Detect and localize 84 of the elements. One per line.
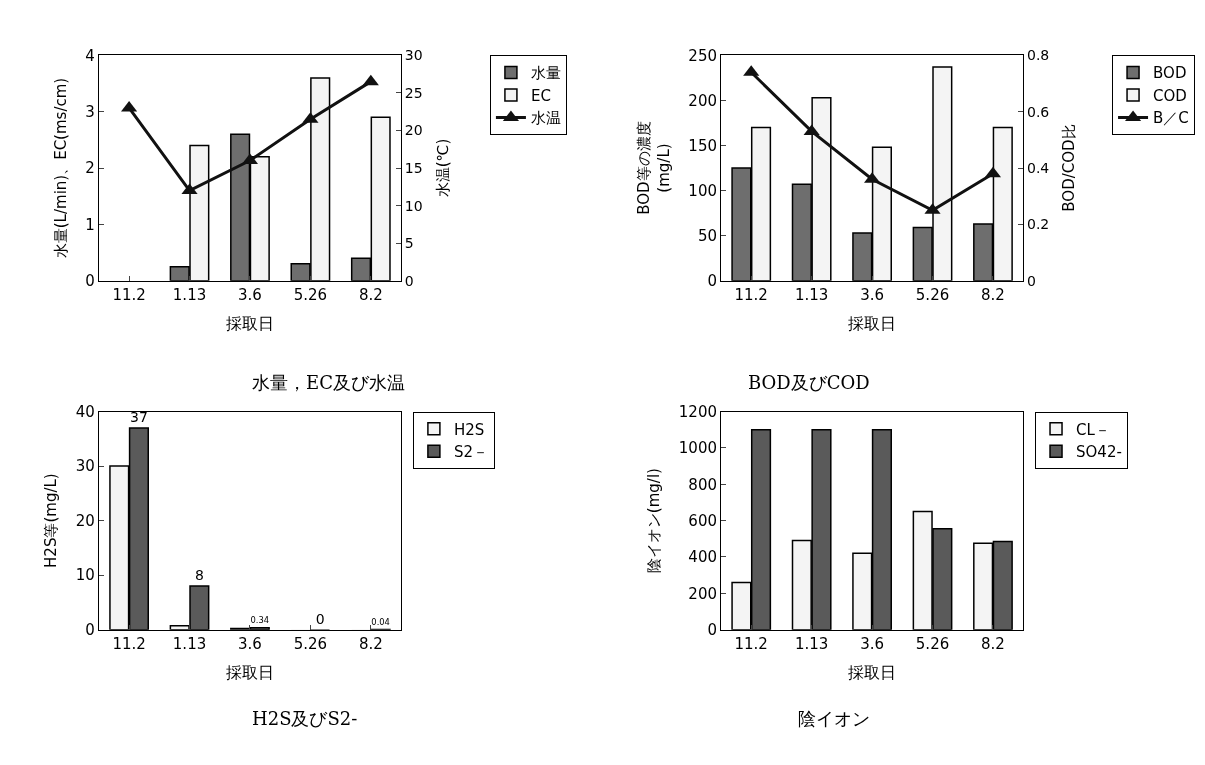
y2-tick-label: 15 xyxy=(404,159,423,176)
y-tick-label: 100 xyxy=(688,181,717,200)
y-tick-label: 50 xyxy=(697,226,717,245)
y-tick-label: 1000 xyxy=(678,439,717,458)
y2-tick-label: 25 xyxy=(404,84,423,101)
y-tick-label: 0 xyxy=(85,620,95,639)
x-tick-label: 1.13 xyxy=(794,285,829,304)
legend-label: COD xyxy=(1153,86,1187,105)
x-tick-label: 1.13 xyxy=(172,634,207,653)
y2-tick-label: 30 xyxy=(404,47,423,64)
x-tick-label: 5.26 xyxy=(915,634,950,653)
legend-label: SO42- xyxy=(1076,443,1122,462)
legend-label: 水量 xyxy=(530,64,561,83)
x-axis-title: 採取日 xyxy=(225,314,274,334)
text: 陰イオン xyxy=(798,708,870,729)
x-tick-label: 3.6 xyxy=(860,285,885,304)
text: 水量，EC及び水温 xyxy=(252,372,405,393)
y-tick-label: 4 xyxy=(85,46,95,65)
y-tick-label: 600 xyxy=(688,511,717,530)
legend-label: 水温 xyxy=(530,109,561,128)
y-tick-label: 0 xyxy=(85,271,95,290)
text: BOD及びCOD xyxy=(748,372,870,393)
y-axis-title: BOD等の濃度 (mg/L) xyxy=(635,121,673,215)
y2-tick-label: 0 xyxy=(404,272,414,289)
x-tick-label: 8.2 xyxy=(358,285,383,304)
text: H2S及びS2- xyxy=(252,708,358,729)
x-axis-title: 採取日 xyxy=(848,314,897,334)
x-tick-label: 11.2 xyxy=(734,634,768,653)
legend-label: B／C xyxy=(1153,109,1189,128)
y-axis-title: 陰イオン(mg/l) xyxy=(645,468,664,574)
y-tick-label: 20 xyxy=(75,511,95,530)
x-tick-label: 1.13 xyxy=(794,634,829,653)
x-tick-label: 3.6 xyxy=(238,634,262,653)
y-tick-label: 0 xyxy=(707,620,717,639)
y-axis-title: H2S等(mg/L) xyxy=(42,473,61,568)
legend-label: EC xyxy=(530,86,551,105)
data-label: 37 xyxy=(130,408,148,425)
y-tick-label: 40 xyxy=(75,402,95,421)
data-label: 0 xyxy=(315,610,325,627)
y2-tick-label: 20 xyxy=(404,122,423,139)
y-tick-label: 150 xyxy=(688,136,717,155)
x-tick-label: 5.26 xyxy=(293,285,328,304)
y2-tick-label: 0.8 xyxy=(1026,47,1050,64)
legend-label: CL－ xyxy=(1076,420,1110,439)
x-tick-label: 5.26 xyxy=(915,285,950,304)
x-tick-label: 3.6 xyxy=(860,634,885,653)
y-axis-title: 水量(L/min)、EC(ms/cm) xyxy=(51,77,70,259)
x-tick-label: 11.2 xyxy=(112,285,146,304)
y2-tick-label: 0.6 xyxy=(1026,103,1050,120)
y2-axis-title: 水温(℃) xyxy=(433,138,452,198)
x-axis-title: 採取日 xyxy=(848,663,897,683)
x-tick-label: 8.2 xyxy=(981,634,1005,653)
data-label: 0.04 xyxy=(371,616,390,627)
y-tick-label: 1200 xyxy=(678,402,717,421)
x-tick-label: 1.13 xyxy=(172,285,207,304)
legend-label: H2S xyxy=(453,420,485,439)
y2-tick-label: 0 xyxy=(1026,272,1036,289)
y-tick-label: 800 xyxy=(688,475,717,494)
y2-tick-label: 0.4 xyxy=(1026,159,1050,176)
x-axis-title: 採取日 xyxy=(225,663,274,683)
x-tick-label: 8.2 xyxy=(981,285,1005,304)
y-tick-label: 250 xyxy=(688,46,717,65)
x-tick-label: 8.2 xyxy=(358,634,383,653)
y-tick-label: 2 xyxy=(85,159,95,178)
data-label: 0.34 xyxy=(250,615,270,626)
y2-tick-label: 5 xyxy=(404,235,414,252)
y-tick-label: 10 xyxy=(75,566,95,585)
x-tick-label: 3.6 xyxy=(238,285,262,304)
y2-tick-label: 0.2 xyxy=(1026,216,1050,233)
data-label: 8 xyxy=(194,567,204,584)
x-tick-label: 11.2 xyxy=(734,285,768,304)
y-tick-label: 30 xyxy=(75,457,95,476)
y2-axis-title: BOD/COD比 xyxy=(1060,124,1079,212)
y-tick-label: 200 xyxy=(688,584,717,603)
y2-tick-label: 10 xyxy=(404,197,423,214)
y-tick-label: 400 xyxy=(688,548,717,567)
y-tick-label: 200 xyxy=(688,91,717,110)
legend-label: BOD xyxy=(1153,64,1187,83)
legend-label: S2－ xyxy=(453,443,488,462)
y-tick-label: 1 xyxy=(85,215,95,234)
y-tick-label: 3 xyxy=(85,102,95,121)
y-tick-label: 0 xyxy=(707,271,717,290)
x-tick-label: 5.26 xyxy=(293,634,328,653)
x-tick-label: 11.2 xyxy=(112,634,146,653)
